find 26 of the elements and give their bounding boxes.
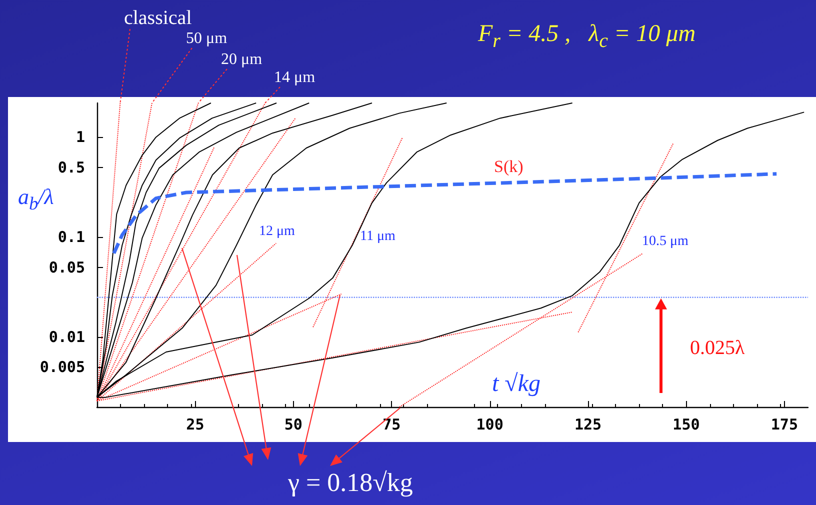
y-tick-label: 0.1 xyxy=(58,228,85,246)
x-tick-label: 75 xyxy=(382,416,401,434)
y-tick-label: 0.5 xyxy=(58,158,85,176)
chart-title: F$_{r}$ = 4.5 , λ$_{c}$ = 10 μm xyxy=(478,21,696,52)
text: 20 μm xyxy=(221,51,262,68)
annotation: 11 μm xyxy=(360,229,396,244)
x-axis-title: t √kg xyxy=(492,371,540,397)
y-tick-label: 0.005 xyxy=(40,358,85,376)
y-tick-label: 0.05 xyxy=(48,258,85,276)
x-tick-label: 100 xyxy=(476,416,504,434)
text: 50 μm xyxy=(186,30,228,47)
text: γ = 0.18√kg xyxy=(288,468,413,497)
annotation: S(k) xyxy=(494,157,524,176)
text: 14 μm xyxy=(274,69,316,86)
text: classical xyxy=(124,7,192,29)
x-tick-label: 50 xyxy=(284,416,302,434)
annotation: 12 μm xyxy=(259,224,295,239)
annotation: 10.5 μm xyxy=(642,234,688,249)
x-tick-label: 175 xyxy=(770,416,798,434)
ref-line-label: 0.025λ xyxy=(690,337,745,359)
y-axis-title: a$_{b}$/λ xyxy=(18,184,54,214)
x-tick-label: 25 xyxy=(186,416,204,434)
x-tick-label: 125 xyxy=(574,416,602,434)
y-tick-label: 0.01 xyxy=(48,328,85,346)
y-tick-label: 1 xyxy=(76,128,85,146)
x-tick-label: 150 xyxy=(672,416,700,434)
